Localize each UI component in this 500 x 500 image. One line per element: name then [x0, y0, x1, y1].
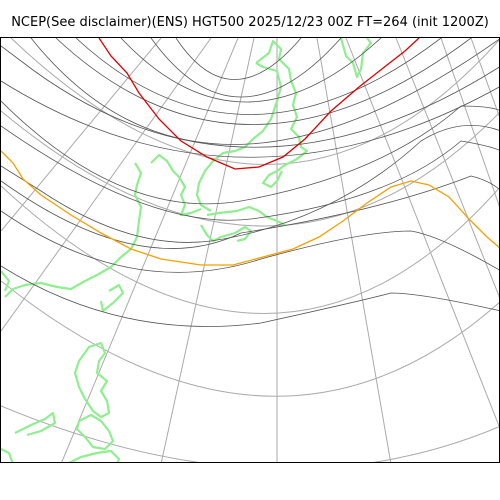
coastlines — [1, 38, 373, 462]
parallel-line — [1, 185, 499, 314]
coastline-philippines — [73, 341, 111, 419]
meridian-line — [1, 38, 162, 232]
contour-line — [1, 80, 499, 158]
contour-line — [55, 38, 472, 125]
coastline-okhotsk-south — [200, 224, 253, 243]
meridian-line — [440, 38, 499, 207]
meridian-line — [1, 38, 212, 332]
meridian-line — [345, 38, 499, 428]
coastline-borneo-north — [14, 411, 57, 437]
contour-line — [1, 175, 499, 249]
graticule-parallels — [1, 38, 499, 462]
contour-line — [175, 38, 302, 80]
contour-line — [120, 38, 382, 103]
parallel-line — [1, 280, 499, 397]
coastline-mindanao — [68, 449, 121, 462]
map-panel — [0, 37, 500, 463]
contour-orange — [1, 150, 499, 266]
contour-line — [1, 125, 499, 221]
meridian-line — [160, 38, 255, 462]
coastline-mainland-west — [1, 270, 11, 292]
contour-line — [1, 210, 499, 273]
coastline-chukotka — [339, 38, 373, 79]
contour-line — [1, 265, 499, 327]
coastline-kamchatka — [255, 39, 309, 189]
map-canvas — [1, 38, 499, 462]
coastline-korea-japan — [4, 162, 143, 298]
coastline-sakhalin — [150, 153, 202, 217]
contour-red — [98, 38, 420, 170]
parallel-line — [1, 405, 499, 462]
meridian-line — [470, 38, 499, 117]
coastline-hokkaido-kurils — [206, 205, 286, 226]
height-contours — [1, 38, 499, 327]
coastline-japan-honshu — [99, 283, 125, 313]
contour-line — [1, 45, 499, 148]
meridian-line — [395, 38, 499, 298]
meridian-line — [316, 38, 392, 462]
graticule-meridians — [1, 38, 499, 462]
contour-line — [150, 38, 342, 98]
parallel-line — [1, 110, 499, 227]
coastline-philippines-south — [75, 413, 115, 451]
contour-line — [30, 38, 499, 145]
meridian-line — [61, 38, 239, 462]
contour-line — [75, 38, 442, 115]
contour-line — [1, 100, 499, 205]
contour-line — [1, 125, 499, 243]
coastline-sw-corner — [1, 448, 14, 462]
highlight-contours — [1, 38, 499, 266]
coastline-kamchatka-west — [195, 62, 283, 212]
chart-title: NCEP(See disclaimer)(ENS) HGT500 2025/12… — [11, 15, 489, 30]
